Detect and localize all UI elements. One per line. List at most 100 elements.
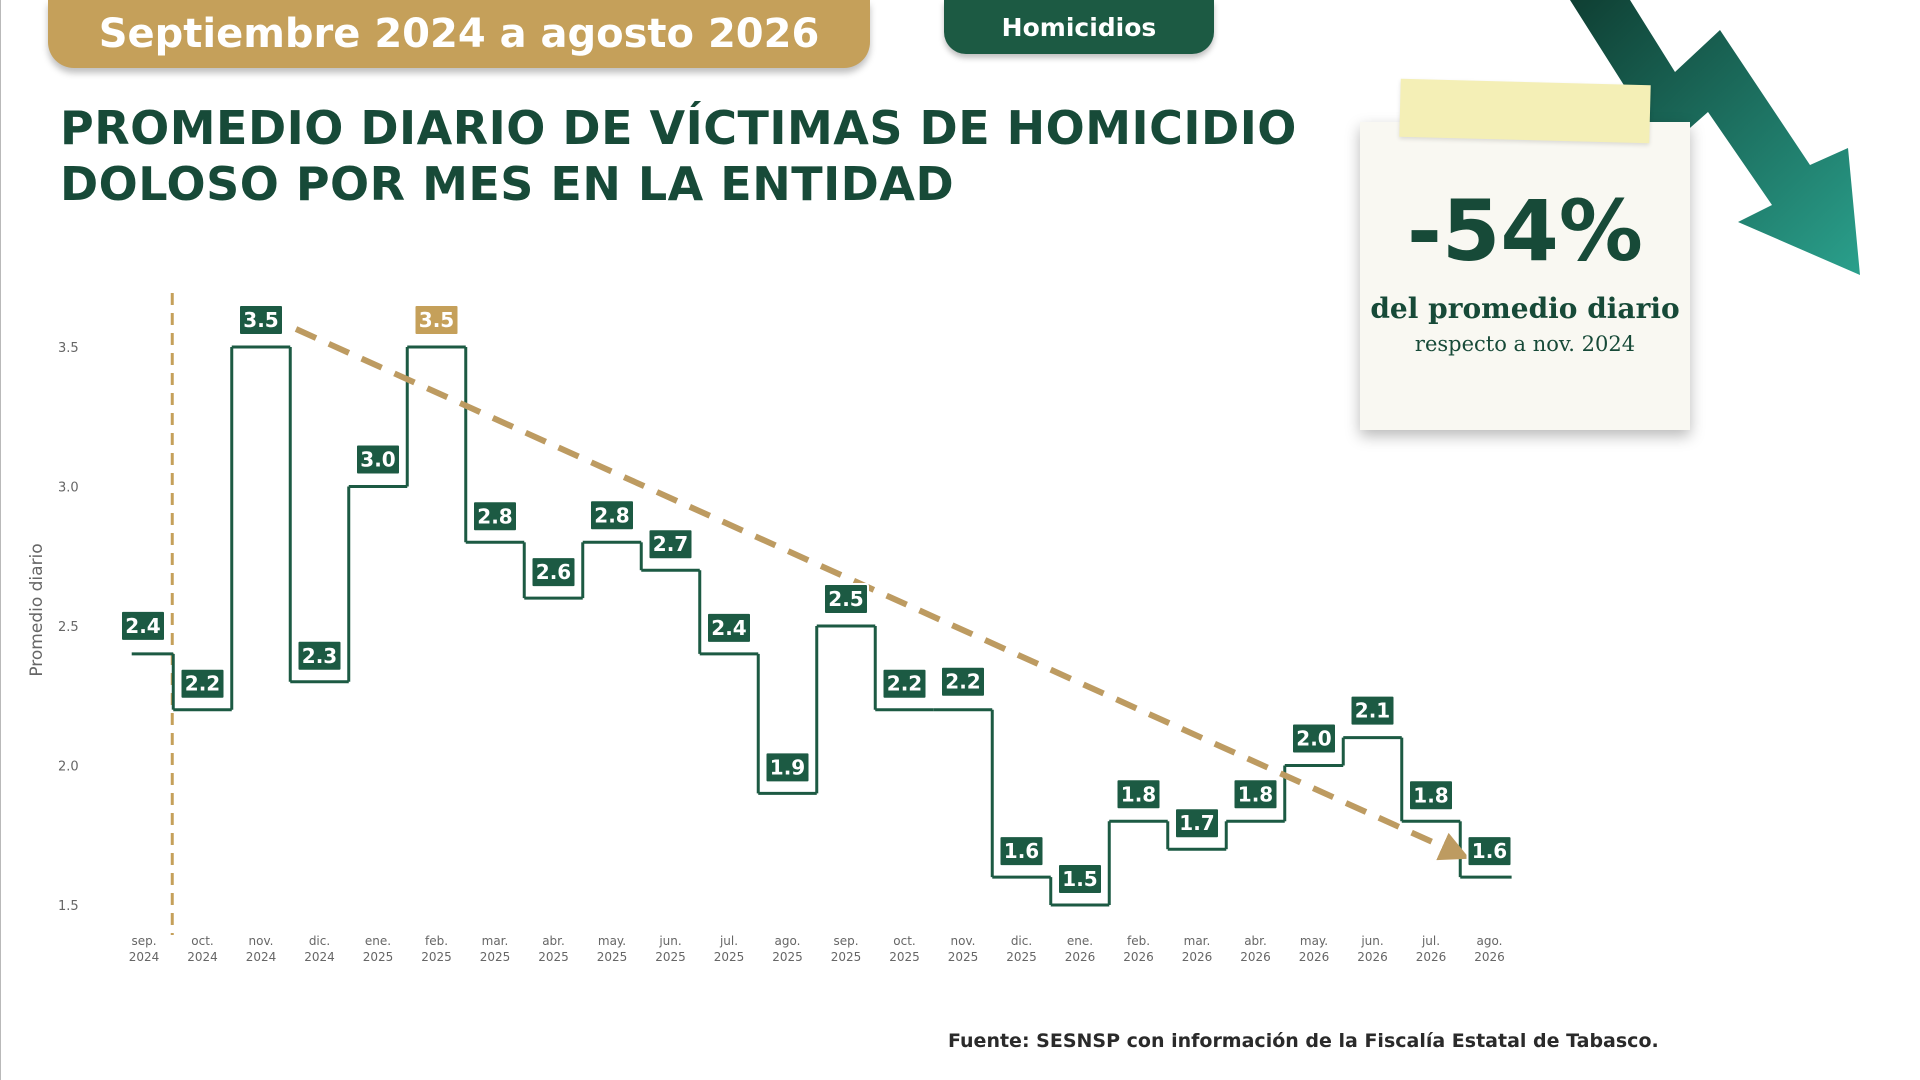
- x-tick-month: ene.: [365, 934, 391, 948]
- x-tick-month: mar.: [482, 934, 509, 948]
- value-label-box: [1057, 863, 1103, 895]
- x-tick-month: mar.: [1184, 934, 1211, 948]
- value-label: 1.8: [1238, 782, 1273, 806]
- page-title: PROMEDIO DIARIO DE VÍCTIMAS DE HOMICIDIO…: [60, 100, 1300, 212]
- x-tick-month: oct.: [191, 934, 213, 948]
- y-tick-label: 3.0: [58, 481, 79, 496]
- x-tick-year: 2025: [772, 950, 803, 964]
- x-tick-month: abr.: [1244, 934, 1267, 948]
- x-tick-year: 2026: [1299, 950, 1330, 964]
- x-tick-month: dic.: [309, 934, 330, 948]
- section-tab-homicidios[interactable]: Homicidios: [944, 0, 1214, 54]
- x-tick-year: 2025: [655, 950, 686, 964]
- value-label: 2.2: [185, 672, 220, 696]
- x-tick-month: feb.: [425, 934, 448, 948]
- x-tick-month: oct.: [893, 934, 915, 948]
- value-label: 2.2: [887, 672, 922, 696]
- x-tick-month: ago.: [775, 934, 801, 948]
- value-label-box: [472, 500, 518, 533]
- note-caption: del promedio diario: [1370, 292, 1680, 325]
- value-label: 1.6: [1472, 839, 1507, 863]
- x-tick-year: 2026: [1123, 950, 1154, 964]
- value-label-box: [823, 583, 869, 615]
- x-tick-year: 2024: [304, 950, 335, 964]
- x-tick-year: 2024: [129, 950, 160, 964]
- y-tick-label: 1.5: [58, 899, 79, 914]
- value-label-box: [1115, 778, 1162, 811]
- x-tick-year: 2026: [1065, 950, 1096, 964]
- x-tick-year: 2024: [187, 950, 218, 964]
- y-tick-label: 2.0: [58, 760, 79, 775]
- x-tick-month: jun.: [658, 934, 681, 948]
- value-label-box: [998, 835, 1045, 868]
- value-label: 3.5: [419, 308, 454, 332]
- x-tick-year: 2025: [597, 950, 628, 964]
- source-note: Fuente: SESNSP con información de la Fis…: [948, 1030, 1659, 1052]
- value-label: 2.5: [828, 587, 863, 611]
- x-tick-month: may.: [1300, 934, 1328, 948]
- value-label-box: [764, 751, 811, 784]
- x-tick-year: 2025: [1006, 950, 1037, 964]
- x-tick-year: 2025: [538, 950, 569, 964]
- value-label: 2.8: [594, 503, 629, 527]
- value-label: 3.5: [243, 308, 278, 332]
- x-tick-month: sep.: [131, 934, 156, 948]
- x-tick-year: 2025: [831, 950, 862, 964]
- value-label-box: [413, 304, 460, 336]
- value-label-box: [238, 304, 284, 336]
- value-label: 2.8: [477, 504, 512, 528]
- x-tick-month: nov.: [249, 934, 274, 948]
- value-label-box: [647, 528, 694, 561]
- value-label: 1.7: [1179, 811, 1214, 835]
- x-tick-year: 2025: [421, 950, 452, 964]
- value-label: 2.4: [711, 616, 746, 640]
- value-label-box: [355, 443, 401, 476]
- x-tick-month: nov.: [951, 934, 976, 948]
- x-tick-year: 2025: [714, 950, 745, 964]
- value-label-box: [530, 556, 577, 589]
- x-tick-month: ago.: [1477, 934, 1503, 948]
- value-label-box: [1466, 835, 1513, 868]
- period-banner: Septiembre 2024 a agosto 2026: [48, 0, 870, 68]
- x-tick-month: jul.: [1421, 934, 1440, 948]
- value-label: 2.7: [653, 532, 688, 556]
- x-tick-month: jul.: [719, 934, 738, 948]
- y-axis-label: Promedio diario: [27, 543, 47, 676]
- value-label-box: [1349, 694, 1396, 727]
- period-text: Septiembre 2024 a agosto 2026: [98, 11, 820, 57]
- value-label-box: [296, 639, 343, 672]
- value-label-box: [1232, 778, 1279, 811]
- note-card: [1360, 122, 1690, 430]
- value-label: 2.1: [1355, 699, 1390, 723]
- x-tick-month: ene.: [1067, 934, 1093, 948]
- value-label: 2.2: [945, 670, 980, 694]
- x-tick-year: 2025: [363, 950, 394, 964]
- note-subcaption: respecto a nov. 2024: [1414, 332, 1636, 356]
- frame-border: [0, 0, 1, 1080]
- section-tab-label: Homicidios: [1001, 12, 1157, 42]
- x-tick-year: 2026: [1357, 950, 1388, 964]
- value-label: 1.8: [1413, 783, 1448, 807]
- x-tick-year: 2025: [889, 950, 920, 964]
- value-label: 2.3: [302, 644, 337, 668]
- x-tick-year: 2026: [1474, 950, 1505, 964]
- x-tick-month: dic.: [1011, 934, 1032, 948]
- value-label-box: [881, 667, 928, 700]
- x-tick-year: 2025: [480, 950, 511, 964]
- x-tick-year: 2024: [246, 950, 277, 964]
- value-label: 2.6: [536, 560, 571, 584]
- x-tick-month: may.: [598, 934, 626, 948]
- value-label: 1.5: [1062, 867, 1097, 891]
- x-tick-month: jun.: [1360, 934, 1383, 948]
- x-tick-month: abr.: [542, 934, 565, 948]
- value-label-box: [1291, 722, 1337, 755]
- value-label: 2.0: [1296, 727, 1331, 751]
- value-label-box: [120, 609, 166, 642]
- value-label-box: [706, 611, 752, 644]
- x-tick-year: 2026: [1240, 950, 1271, 964]
- value-label-box: [1408, 779, 1454, 812]
- x-tick-month: sep.: [833, 934, 858, 948]
- y-tick-label: 3.5: [58, 341, 79, 356]
- value-label-box: [1174, 807, 1220, 840]
